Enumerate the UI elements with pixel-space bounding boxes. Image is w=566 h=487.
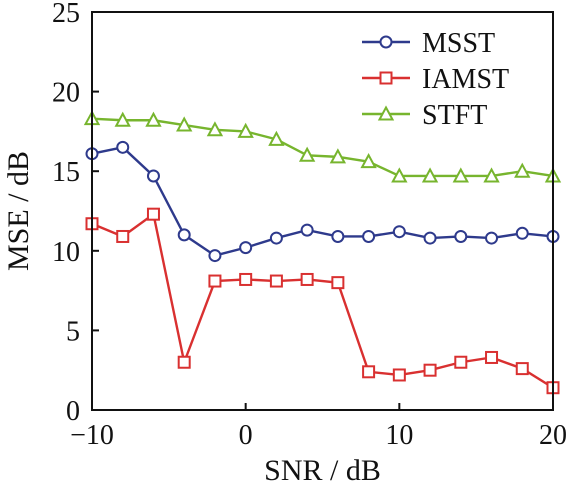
legend-marker-stft	[377, 105, 395, 121]
legend: MSST IAMST STFT	[362, 28, 509, 131]
y-tick-label: 25	[52, 0, 80, 29]
x-tick-label: 0	[239, 420, 253, 451]
data-point-iamst	[208, 274, 222, 288]
data-point-msst	[392, 225, 406, 239]
series-layer	[83, 110, 562, 395]
y-tick-label: 15	[52, 157, 80, 188]
series-iamst	[85, 207, 560, 395]
data-point-stft	[514, 162, 531, 178]
x-tick-label: 10	[385, 420, 413, 451]
y-tick-label: 0	[66, 396, 80, 427]
data-point-msst	[485, 231, 499, 245]
data-point-msst	[239, 241, 253, 255]
data-point-msst	[146, 169, 160, 183]
y-tick-label: 10	[52, 237, 80, 268]
data-point-stft	[391, 167, 408, 183]
data-point-stft	[206, 121, 224, 137]
legend-label-msst: MSST	[422, 28, 495, 59]
data-point-iamst	[515, 362, 529, 376]
series-line-msst	[91, 146, 554, 257]
data-point-stft	[145, 111, 162, 127]
data-point-iamst	[177, 355, 191, 369]
legend-label-stft: STFT	[422, 100, 487, 131]
data-point-stft	[268, 130, 285, 146]
data-point-msst	[177, 228, 191, 242]
data-point-iamst	[146, 207, 160, 221]
data-point-msst	[116, 140, 130, 154]
data-point-stft	[298, 146, 316, 162]
data-point-stft	[237, 122, 254, 138]
x-tick-label: 20	[539, 420, 566, 451]
legend-item-stft: STFT	[362, 100, 487, 131]
data-point-stft	[114, 111, 131, 127]
legend-marker-iamst	[379, 71, 393, 85]
data-point-stft	[360, 153, 377, 169]
legend-item-msst: MSST	[362, 28, 495, 59]
x-tick-label: −10	[70, 420, 114, 451]
data-point-msst	[423, 231, 437, 245]
y-tick-label: 5	[66, 316, 80, 347]
data-point-iamst	[423, 363, 437, 377]
y-tick-label: 20	[52, 78, 80, 109]
legend-label-iamst: IAMST	[422, 64, 509, 95]
data-point-iamst	[331, 276, 345, 290]
data-point-msst	[331, 229, 345, 243]
y-axis-label: MSE / dB	[2, 151, 35, 271]
data-point-stft	[421, 167, 439, 183]
series-line-stft	[91, 117, 554, 178]
data-point-stft	[483, 167, 500, 183]
data-point-iamst	[362, 365, 376, 379]
data-point-msst	[454, 229, 468, 243]
data-point-iamst	[239, 272, 253, 286]
series-line-iamst	[91, 212, 554, 389]
data-point-msst	[269, 231, 283, 245]
data-point-stft	[452, 167, 469, 183]
data-point-iamst	[454, 355, 468, 369]
data-point-msst	[300, 223, 314, 237]
data-point-iamst	[392, 368, 406, 382]
legend-marker-msst	[379, 35, 393, 49]
data-point-msst	[362, 229, 376, 243]
plot-frame	[91, 11, 554, 411]
data-point-stft	[176, 116, 193, 132]
data-point-iamst	[269, 274, 283, 288]
x-axis-label: SNR / dB	[264, 454, 381, 487]
series-msst	[85, 140, 560, 263]
data-point-msst	[515, 226, 529, 240]
data-point-stft	[329, 148, 347, 164]
data-point-msst	[208, 249, 222, 263]
legend-item-iamst: IAMST	[362, 64, 509, 95]
series-stft	[83, 110, 562, 183]
data-point-iamst	[300, 272, 314, 286]
data-point-iamst	[485, 350, 499, 364]
data-point-iamst	[116, 229, 130, 243]
